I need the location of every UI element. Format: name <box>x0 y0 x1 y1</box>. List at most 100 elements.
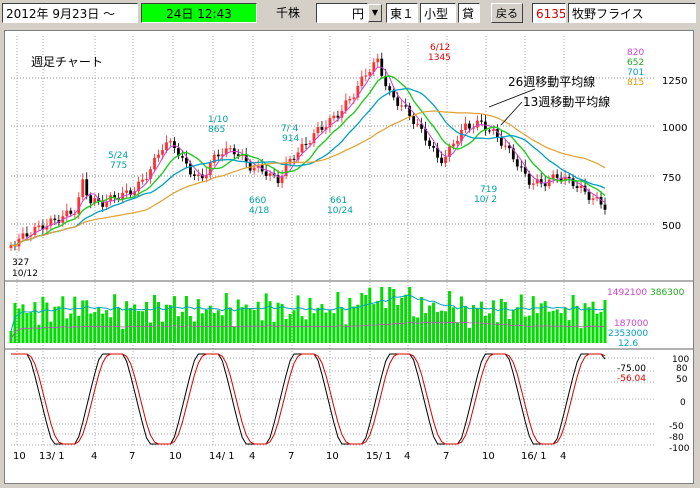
volume-bar <box>483 315 487 343</box>
x-axis-labels: 10 13/ 1 4 7 10 14/ 1 4 7 10 15/ 1 4 7 10 16/ 1 4 <box>13 451 566 462</box>
annotation: 914 <box>282 134 299 144</box>
volume-bar <box>575 305 579 343</box>
candle-body <box>575 186 579 189</box>
candle-body <box>499 136 503 146</box>
volume-bar <box>37 324 41 343</box>
volume-bar <box>208 305 212 343</box>
oscillator-axis-labels: 100 80 50 0 -50 -80 -100 <box>669 355 690 454</box>
candle-body <box>595 197 599 199</box>
candle-body <box>236 154 240 157</box>
volume-bar <box>376 300 380 343</box>
annotation: 10/12 <box>12 269 38 279</box>
candle-body <box>563 176 567 182</box>
candle-body <box>252 167 256 171</box>
chart-frame: 週足チャート 26週移動平均線 13週移動平均線 1250 1000 750 5… <box>4 30 694 484</box>
volume-bar <box>296 295 300 343</box>
volume-bar <box>93 312 97 343</box>
volume-bar <box>69 313 73 343</box>
candle-body <box>535 179 539 184</box>
volume-bar <box>424 313 428 343</box>
volume-bar <box>101 313 105 343</box>
volume-bar <box>21 304 25 343</box>
volume-bar <box>316 307 320 343</box>
volume-bar <box>312 313 316 343</box>
volume-bar <box>364 295 368 343</box>
candle-body <box>388 86 392 91</box>
volume-bar <box>57 306 61 343</box>
candle-body <box>264 171 268 176</box>
volume-bar <box>463 306 467 343</box>
annotation: 775 <box>110 161 127 171</box>
volume-bar <box>49 321 53 343</box>
candle-body <box>452 143 455 147</box>
moving-averages <box>10 66 606 247</box>
volume-bar <box>507 318 511 343</box>
x-axis-label: 4 <box>249 451 255 462</box>
candle-body <box>77 197 81 214</box>
candle-body <box>196 174 200 176</box>
stock-code[interactable]: 6135 <box>532 3 566 23</box>
size-field: 小型 <box>420 3 456 23</box>
candle-body <box>476 120 479 128</box>
lend-field: 貸 <box>458 3 480 23</box>
volume-bar <box>85 300 89 343</box>
volume-bar <box>149 322 153 343</box>
volume-bar <box>491 300 495 343</box>
volume-bar <box>503 302 507 343</box>
legend-13-week: 13週移動平均線 <box>523 94 610 109</box>
candle-body <box>125 190 129 193</box>
candle-body <box>444 156 447 164</box>
candle-body <box>188 163 192 175</box>
candle-body <box>113 195 117 198</box>
volume-bar <box>352 306 356 343</box>
candle-body <box>45 225 49 230</box>
candle-body <box>320 126 324 130</box>
candle-body <box>204 175 208 179</box>
chevron-down-icon[interactable]: ▼ <box>368 4 382 22</box>
candle-body <box>420 123 424 129</box>
volume-bar <box>276 302 280 343</box>
candle-body <box>404 105 408 107</box>
candle-body <box>332 115 336 119</box>
candle-body <box>165 142 168 151</box>
oscillator-lines <box>11 353 606 445</box>
candle-body <box>177 148 180 157</box>
volume-bar <box>41 296 45 343</box>
candle-body <box>531 183 535 185</box>
volume-bar <box>515 307 519 343</box>
volume-bar <box>356 304 360 343</box>
ma-value: 820 <box>627 48 644 58</box>
volume-bar <box>121 328 125 343</box>
date-display[interactable]: 2012年 9月23日 ～ <box>2 3 138 23</box>
legend-13-pointer <box>500 101 523 126</box>
candle-body <box>364 75 368 77</box>
ma-value-readouts: 820 652 701 815 <box>627 48 644 88</box>
volume-bar <box>164 304 168 343</box>
volume-value: 2353000 <box>608 329 648 339</box>
candle-body <box>173 141 176 149</box>
volume-bar <box>487 313 491 343</box>
candle-body <box>280 175 284 184</box>
volume-bar <box>340 307 344 343</box>
currency-select[interactable]: 円 <box>316 3 368 23</box>
volume-bar <box>133 304 137 343</box>
candle-body <box>37 225 41 227</box>
x-axis-label: 4 <box>91 451 97 462</box>
volume-bar <box>157 301 161 343</box>
volume-bars <box>9 287 607 343</box>
candle-body <box>424 128 428 141</box>
candle-body <box>460 129 463 141</box>
volume-bar <box>332 313 336 343</box>
volume-bar <box>479 301 483 343</box>
volume-bar <box>519 294 523 343</box>
volume-bar <box>543 301 547 343</box>
back-button[interactable]: 戻る <box>491 3 523 23</box>
candle-body <box>511 148 515 160</box>
candle-body <box>9 245 13 248</box>
volume-bar <box>499 298 503 343</box>
candle-body <box>464 123 467 130</box>
candle-body <box>93 198 97 204</box>
price-label: 1000 <box>662 123 687 134</box>
annotation: 5/24 <box>108 151 128 161</box>
price-label: 500 <box>662 221 681 232</box>
